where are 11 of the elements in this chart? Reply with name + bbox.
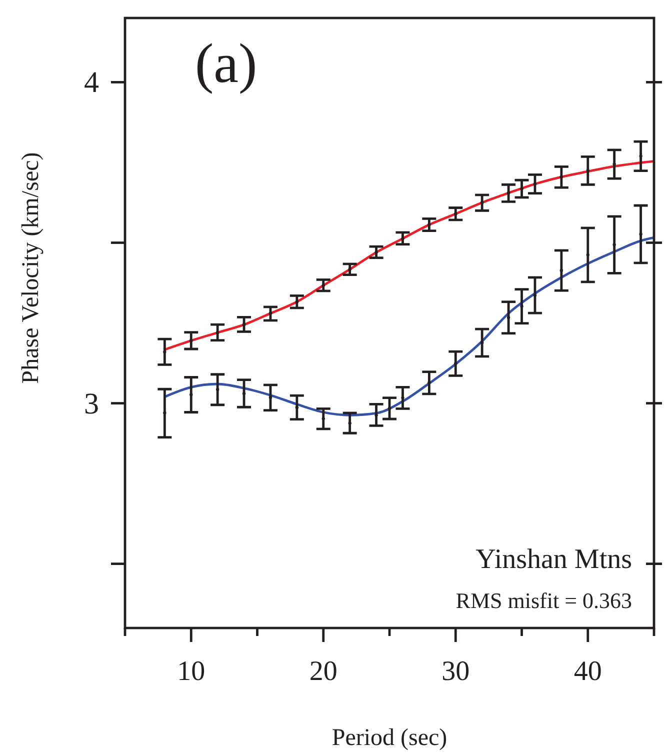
y-tick-label: 4 [84, 66, 99, 100]
annotation: (a) [195, 33, 258, 95]
annotation: RMS misfit = 0.363 [456, 588, 632, 613]
y-axis-title: Phase Velocity (km/sec) [18, 152, 44, 384]
x-axis-title: Period (sec) [332, 725, 448, 751]
x-tick-label: 10 [177, 656, 206, 687]
x-tick-label: 20 [309, 656, 338, 687]
y-tick-label: 3 [84, 387, 99, 420]
x-tick-label: 30 [442, 656, 470, 687]
annotation: Yinshan Mtns [476, 544, 632, 575]
x-tick-label: 40 [574, 656, 602, 687]
